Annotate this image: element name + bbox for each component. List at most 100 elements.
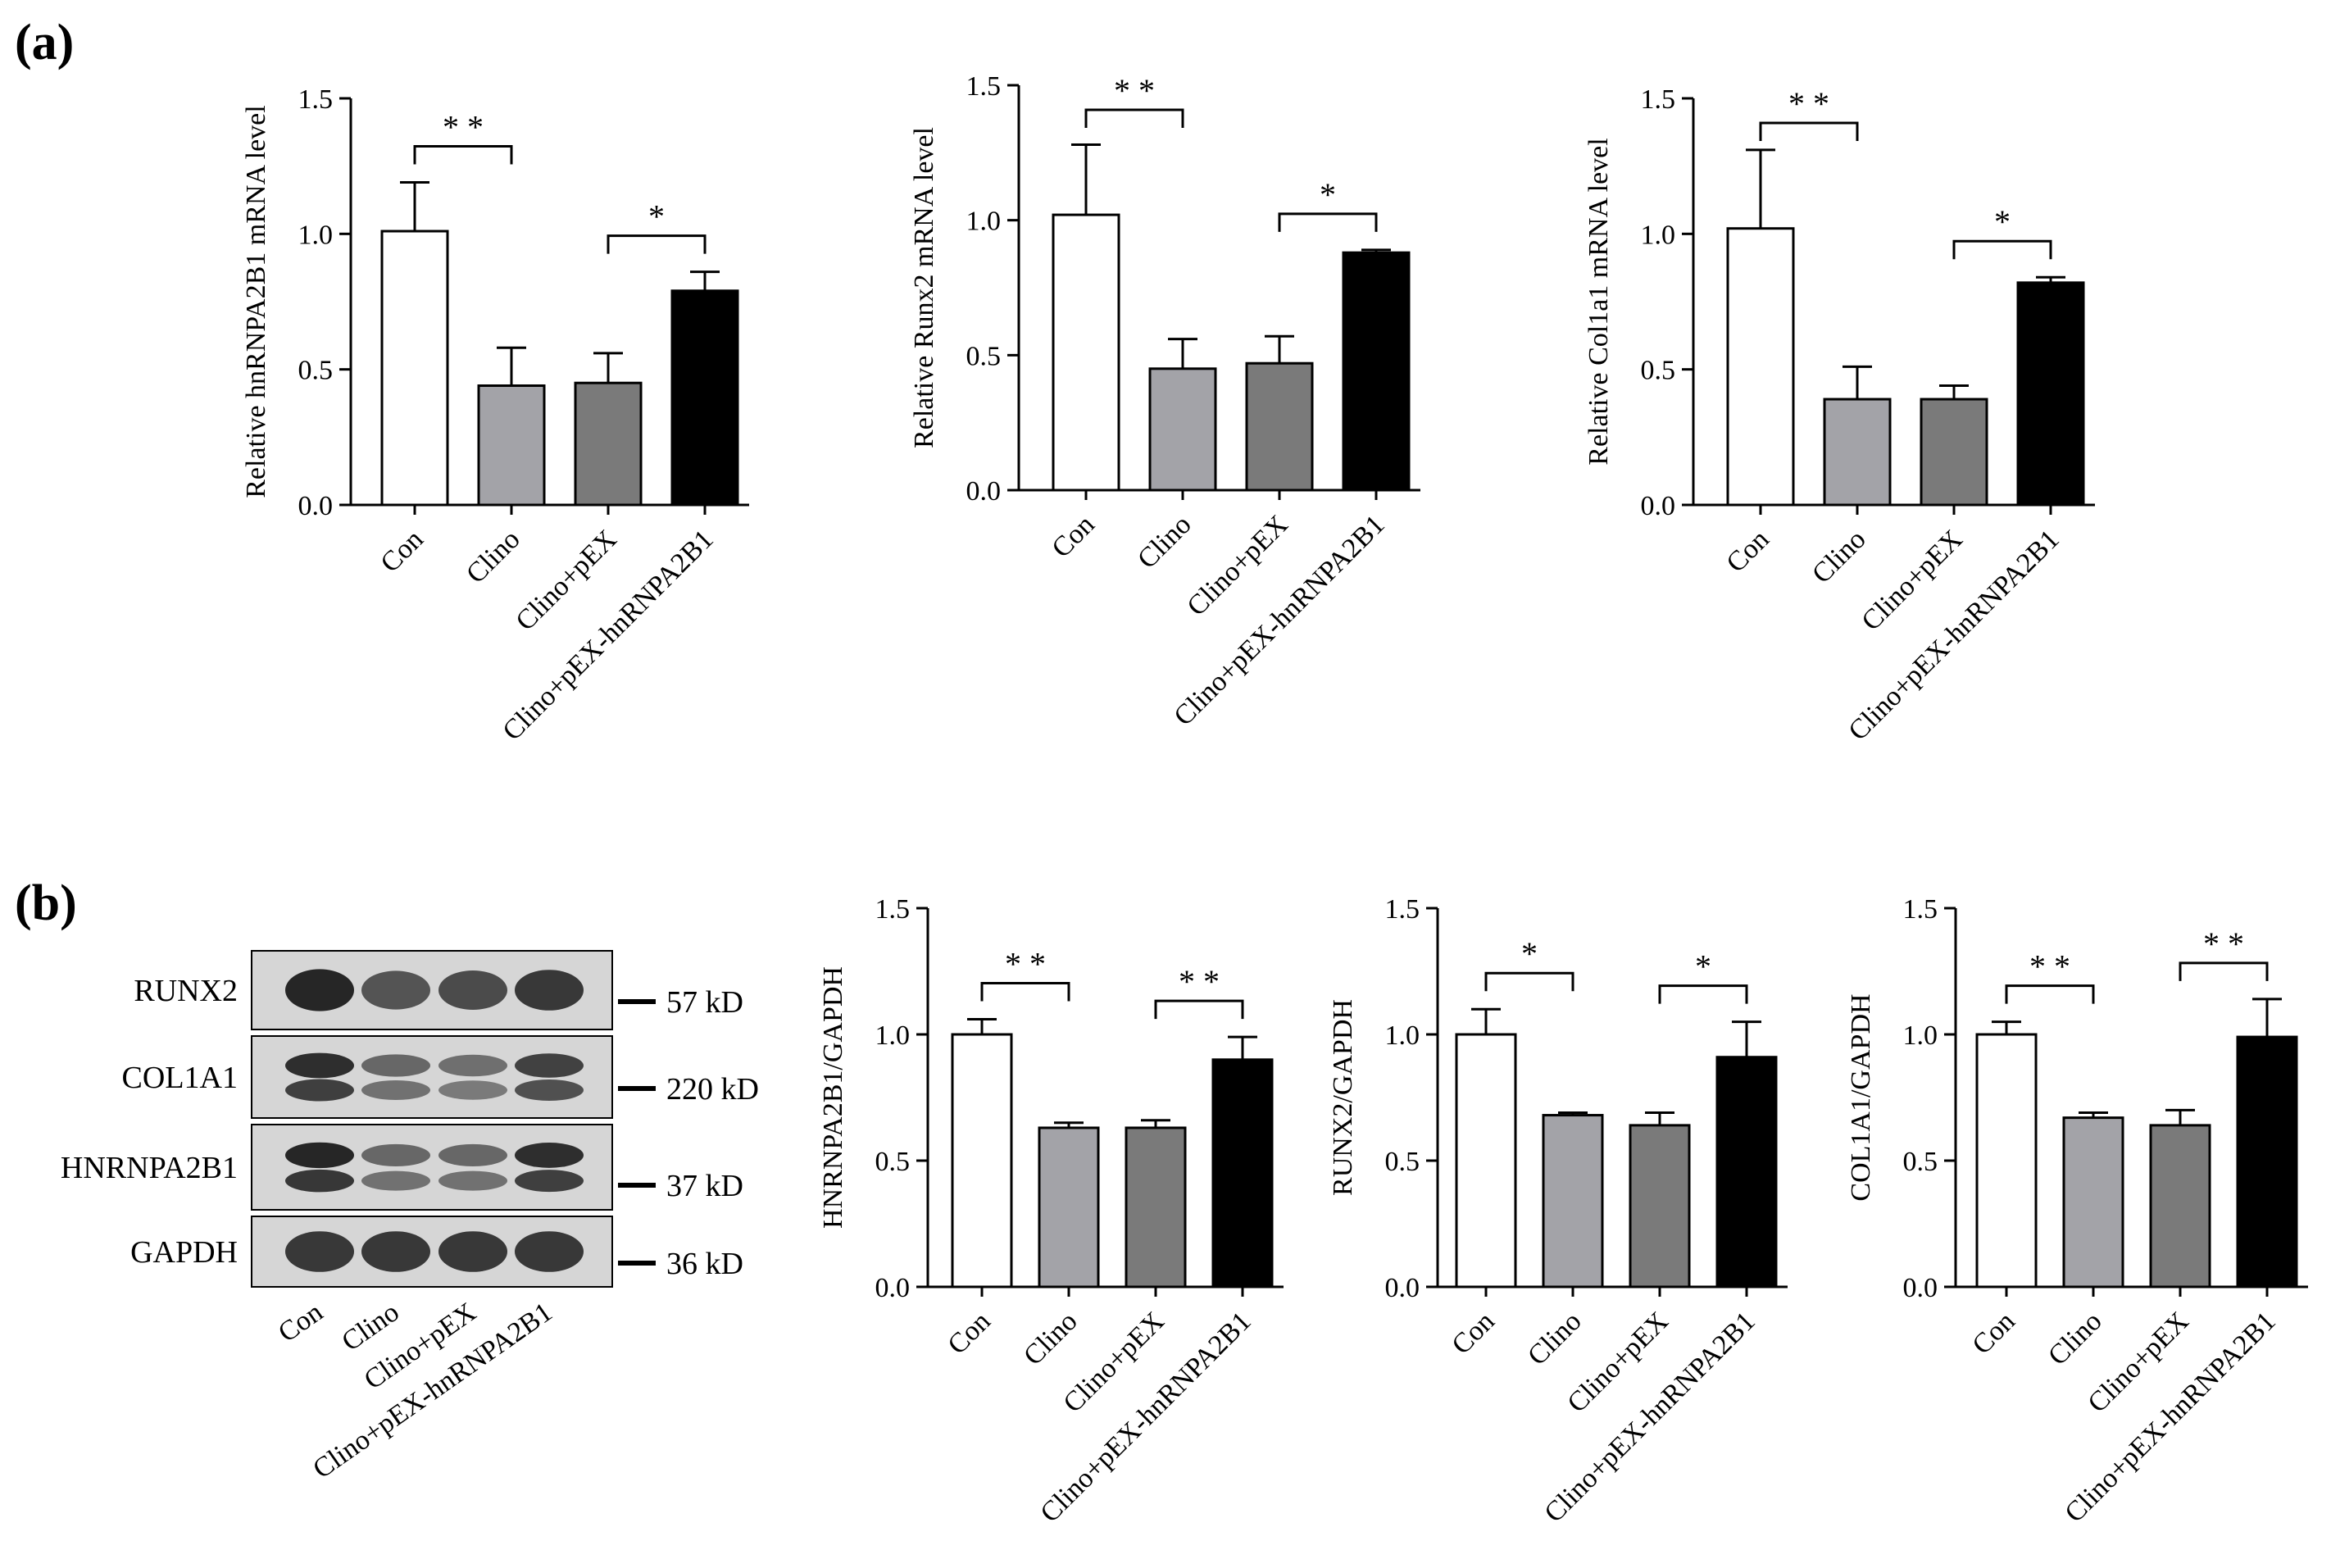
y-axis-title: Relative Col1a1 mRNA level xyxy=(1584,138,1614,465)
significance-bracket xyxy=(2005,984,2095,1004)
band xyxy=(515,1231,584,1272)
bar-Con xyxy=(380,230,449,507)
marker-label: 220 kD xyxy=(666,1072,759,1107)
category-label: Con xyxy=(942,1306,996,1360)
y-tick-label: 1.5 xyxy=(966,71,1002,102)
band xyxy=(515,970,584,1011)
band xyxy=(438,1170,507,1191)
bar-Clino+pEX xyxy=(574,381,643,507)
category-label: Clino xyxy=(1018,1306,1084,1371)
category-label: Con xyxy=(1046,509,1100,563)
y-axis-title: HNRNPA2B1/GAPDH xyxy=(818,966,848,1229)
band xyxy=(361,1170,430,1191)
band xyxy=(361,1143,430,1167)
charts-layer: 0.0 0.5 1.0 1.5 Relative hnRNPA2B1 mRNA leve… xyxy=(241,71,2308,1529)
category-label: Con xyxy=(375,524,429,578)
y-tick-label: 1.0 xyxy=(1903,1020,1938,1051)
significance-label: * * xyxy=(2203,925,2244,962)
y-tick-label: 1.5 xyxy=(875,894,911,925)
bar-Clino+pEX xyxy=(2149,1124,2211,1288)
bar-Clino xyxy=(477,384,546,507)
bar-Clino+pEX-hnRNPA2B1 xyxy=(2016,281,2085,507)
y-tick-label: 0.5 xyxy=(1903,1147,1938,1177)
bar-Clino xyxy=(1038,1126,1100,1288)
significance-label: * xyxy=(648,198,665,235)
significance-label: * * xyxy=(443,109,484,146)
band xyxy=(285,1079,354,1102)
band xyxy=(438,970,507,1010)
bar-Con xyxy=(1455,1033,1517,1288)
y-axis-title: COL1A1/GAPDH xyxy=(1846,993,1876,1201)
y-axis-title: RUNX2/GAPDH xyxy=(1328,999,1358,1196)
bar-Con xyxy=(951,1033,1013,1288)
blot-row-GAPDH: GAPDH 36 kD xyxy=(130,1216,743,1288)
bar-Clino+pEX xyxy=(1245,361,1314,492)
y-tick-label: 0.0 xyxy=(966,476,1002,507)
band xyxy=(438,1143,507,1167)
y-axis-title: Relative Runx2 mRNA level xyxy=(909,127,939,448)
category-label: Clino xyxy=(461,524,526,589)
y-tick-label: 1.0 xyxy=(1385,1020,1420,1051)
band xyxy=(285,1169,354,1193)
significance-bracket xyxy=(1759,121,1859,141)
y-tick-label: 1.0 xyxy=(875,1020,911,1051)
y-tick-label: 0.0 xyxy=(1385,1273,1420,1303)
band xyxy=(285,1052,354,1079)
blot-row-HNRNPA2B1: HNRNPA2B1 37 kD xyxy=(61,1124,743,1211)
band xyxy=(285,969,354,1011)
y-tick-label: 0.0 xyxy=(1903,1273,1938,1303)
chart-1: 0.0 0.5 1.0 1.5 Relative hnRNPA2B1 mRNA leve… xyxy=(241,84,749,747)
category-label: Con xyxy=(1720,524,1774,578)
significance-label: * xyxy=(1695,948,1711,985)
panel-letter-b: (b) xyxy=(15,875,77,931)
y-tick-label: 1.0 xyxy=(966,207,1002,237)
category-label: Con xyxy=(1966,1306,2020,1360)
bar-Clino xyxy=(2062,1116,2124,1288)
significance-bracket xyxy=(980,982,1070,1002)
panel-letter-a: (a) xyxy=(15,15,74,70)
significance-label: * * xyxy=(2029,948,2070,985)
band xyxy=(361,1054,430,1077)
blot-row-RUNX2: RUNX2 57 kD xyxy=(134,950,743,1030)
blot-row-COL1A1: COL1A1 220 kD xyxy=(122,1035,759,1119)
significance-label: * * xyxy=(1005,946,1046,983)
significance-label: * * xyxy=(1179,963,1220,1000)
y-tick-label: 1.0 xyxy=(298,220,334,250)
bar-Clino xyxy=(1542,1114,1604,1288)
chart-2: 0.0 0.5 1.0 1.5 Relative Runx2 mRNA level Con… xyxy=(909,71,1420,732)
category-label: Clino xyxy=(1132,509,1197,575)
y-tick-label: 0.0 xyxy=(875,1273,911,1303)
protein-label: COL1A1 xyxy=(122,1061,238,1095)
protein-label: RUNX2 xyxy=(134,974,238,1008)
significance-bracket xyxy=(1658,984,1748,1004)
marker-label: 37 kD xyxy=(666,1169,743,1203)
bar-Clino+pEX-hnRNPA2B1 xyxy=(1342,251,1411,492)
western-blot: RUNX2 57 kD COL1A1 220 kD HNRNPA2B1 37 kD GAPD… xyxy=(61,950,759,1484)
band xyxy=(285,1142,354,1169)
y-tick-label: 1.0 xyxy=(1641,220,1676,250)
y-tick-label: 1.5 xyxy=(1385,894,1420,925)
protein-label: HNRNPA2B1 xyxy=(61,1151,238,1185)
y-tick-label: 0.5 xyxy=(1641,356,1676,386)
band xyxy=(361,1231,430,1272)
significance-label: * xyxy=(1994,203,2011,240)
significance-bracket xyxy=(2179,961,2269,981)
y-tick-label: 0.0 xyxy=(1641,491,1676,521)
bar-Clino+pEX-hnRNPA2B1 xyxy=(2236,1035,2298,1288)
category-label: Clino xyxy=(1806,524,1872,589)
band xyxy=(515,1079,584,1101)
marker-label: 57 kD xyxy=(666,985,743,1020)
band xyxy=(515,1170,584,1193)
y-tick-label: 1.5 xyxy=(298,84,334,115)
significance-label: * xyxy=(1521,935,1538,972)
significance-bracket xyxy=(1084,108,1184,128)
y-tick-label: 0.5 xyxy=(1385,1147,1420,1177)
significance-bracket xyxy=(1154,999,1244,1020)
protein-label: GAPDH xyxy=(130,1235,238,1270)
bar-Clino+pEX xyxy=(1125,1126,1187,1288)
band xyxy=(438,1231,507,1272)
